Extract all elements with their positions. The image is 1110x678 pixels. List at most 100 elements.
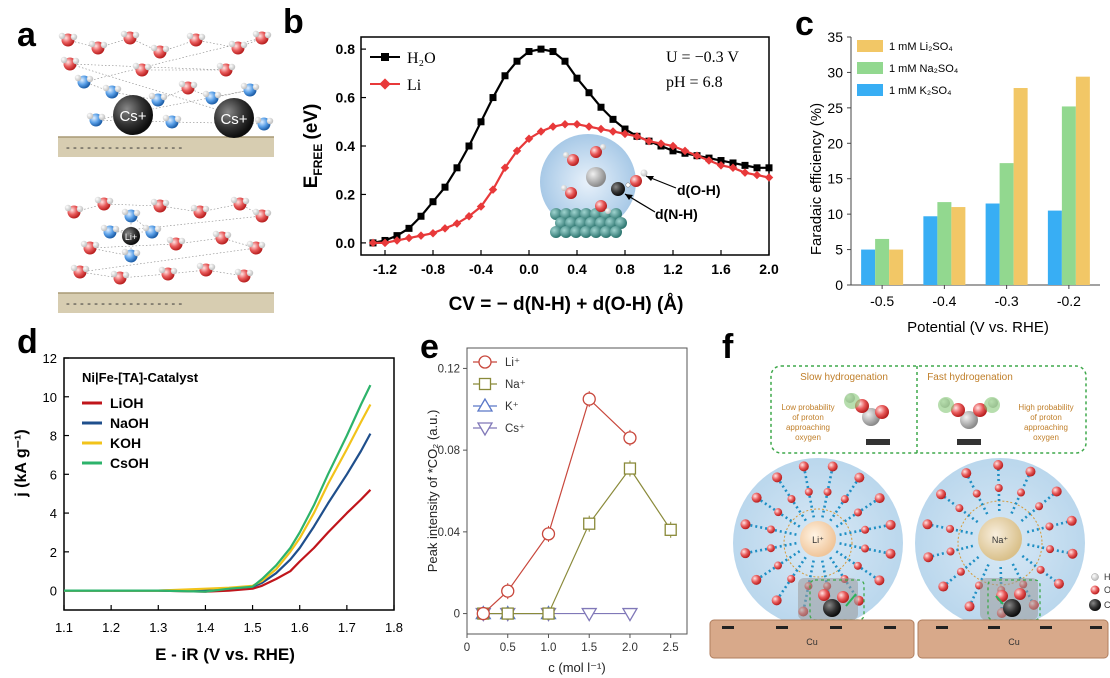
b-point-h2o (489, 94, 497, 102)
e-legend-label-na: Na⁺ (505, 379, 526, 391)
f-cu-label-right: Cu (1008, 637, 1020, 647)
water-molecule (885, 519, 896, 530)
b-point-h2o (465, 142, 473, 150)
d-y-tick-label: 0 (50, 584, 57, 599)
b-point-li (476, 202, 486, 211)
f-fast-title: Fast hydrogenation (927, 372, 1013, 383)
c-y-tick-label: 20 (827, 135, 843, 151)
water-molecule (1067, 548, 1078, 559)
svg-text:H: H (1104, 572, 1110, 582)
c-bar-na2so4 (999, 163, 1014, 285)
panel-label-a: a (17, 16, 37, 54)
d-series-line-koh (64, 403, 372, 592)
panel-b-free-energy-chart: -1.2 -0.8 -0.4 0.0 0.4 0.8 1.2 1.6 2.0 0.0 0.2 0.4 0… (301, 36, 779, 315)
b-point-h2o (597, 103, 605, 111)
c-y-tick-label: 25 (827, 100, 843, 116)
e-x-tick-label: 0.5 (500, 642, 516, 654)
b-x-tick-label: 0.0 (519, 261, 539, 277)
b-point-h2o (513, 57, 521, 65)
f-cu-substrate-right (917, 619, 1109, 659)
b-point-h2o (405, 224, 413, 232)
svg-text:EFREE(eV): EFREE(eV) (301, 104, 325, 189)
e-legend-label-k: K⁺ (505, 401, 519, 413)
f-na-ion (978, 517, 1022, 561)
water-molecule (885, 548, 896, 559)
d-legend-title: Ni|Fe-[TA]-Catalyst (82, 370, 199, 385)
e-x-tick-label: 0 (464, 642, 470, 654)
e-legend-marker-na (478, 377, 492, 391)
c-bar-li2so4 (1075, 76, 1090, 286)
d-x-tick-label: 1.8 (385, 620, 403, 635)
b-point-h2o (741, 161, 749, 169)
f-slow-desc-3: approaching (786, 423, 830, 432)
svg-text:- - - - - - - - - -: - - - - - - - - - - - - - - - - - (66, 298, 182, 310)
c-legend-swatch-na2so4 (857, 62, 883, 74)
slab-atom (560, 208, 572, 220)
water-molecule (773, 561, 782, 570)
b-point-li (584, 122, 594, 131)
water-molecule (1036, 565, 1045, 574)
f-cu-label-left: Cu (806, 637, 818, 647)
c-bar-li2so4 (889, 249, 904, 285)
c-bar-li2so4 (951, 207, 966, 285)
b-legend-marker-h2o (381, 53, 389, 61)
b-y-tick-label: 0.2 (336, 186, 356, 202)
b-legend-marker-li (379, 78, 391, 90)
c-x-tick-label: -0.5 (870, 293, 894, 309)
b-point-li (740, 168, 750, 177)
d-x-tick-label: 1.4 (196, 620, 214, 635)
b-point-h2o (729, 159, 737, 167)
e-x-tick-label: 1.0 (540, 642, 556, 654)
b-point-li (368, 238, 378, 248)
b-point-li (752, 170, 762, 180)
b-point-h2o (753, 164, 761, 172)
e-legend-marker-li (478, 355, 492, 369)
f-fast-desc-1: High probability (1018, 403, 1073, 412)
e-y-axis-label: Peak intensity of *CO₂ (a.u.) (425, 410, 440, 573)
water-molecule (751, 574, 762, 585)
b-x-tick-label: 1.6 (711, 261, 731, 277)
d-legend-label-csoh: CsOH (110, 455, 149, 471)
water-molecule (955, 504, 964, 513)
water-network-top (58, 30, 274, 131)
water-molecule (771, 595, 782, 606)
water-molecule (740, 519, 751, 530)
b-point-li (464, 212, 474, 221)
water-molecule (1053, 578, 1064, 589)
d-series-line-lioh (64, 489, 372, 593)
e-y-tick-label: 0.04 (438, 527, 461, 539)
c-x-tick-label: -0.4 (932, 293, 956, 309)
li-ion (122, 227, 140, 245)
d-legend-label-naoh: NaOH (110, 415, 149, 431)
b-point-h2o (417, 212, 425, 220)
b-point-li (488, 185, 498, 194)
b-point-h2o (609, 115, 617, 123)
slab-atom (580, 208, 592, 220)
electrode-surface-top (58, 137, 274, 157)
b-inset-label-doh: d(O-H) (677, 182, 721, 198)
e-legend-marker-k (476, 397, 494, 412)
e-legend-marker-cs (476, 422, 494, 437)
water-molecule (1025, 466, 1036, 477)
f-slow-title: Slow hydrogenation (800, 372, 888, 383)
c-y-tick-label: 15 (827, 171, 843, 187)
d-series-line-csoh (64, 384, 372, 593)
d-x-tick-label: 1.6 (291, 620, 309, 635)
b-point-h2o (525, 48, 533, 56)
c-bar-k2so4 (985, 203, 1000, 285)
d-y-tick-label: 12 (43, 351, 57, 366)
b-x-tick-label: -0.4 (469, 261, 493, 277)
d-x-tick-label: 1.1 (55, 620, 73, 635)
water-molecule (946, 524, 955, 533)
slab-atom (590, 226, 602, 238)
water-molecule (787, 574, 796, 583)
water-molecule (1051, 486, 1062, 497)
water-molecule (874, 493, 885, 504)
slab-atom (570, 226, 582, 238)
water-molecule (1017, 488, 1026, 497)
water-molecule (766, 525, 775, 534)
b-point-li (764, 173, 774, 182)
b-point-li (608, 127, 618, 136)
slab-atom (570, 208, 582, 220)
e-point-na (501, 607, 514, 620)
